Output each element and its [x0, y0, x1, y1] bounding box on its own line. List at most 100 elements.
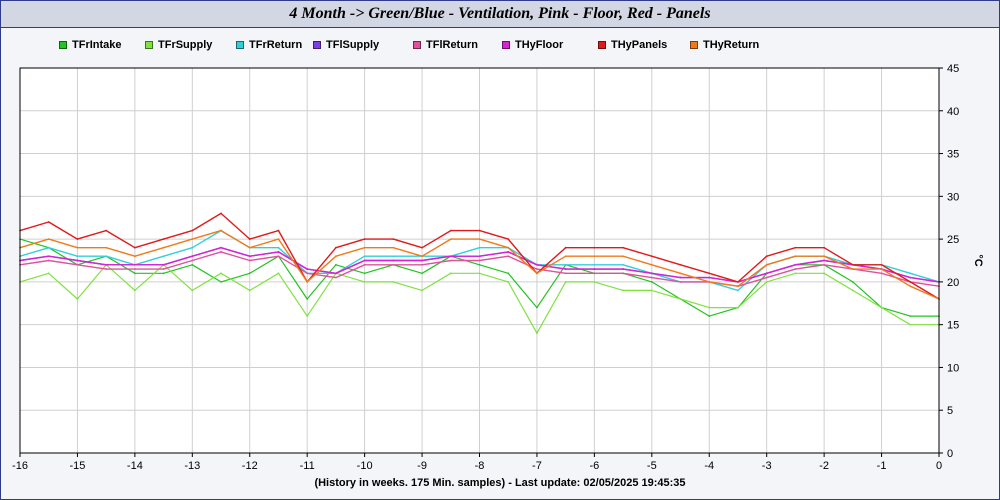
data-point-tfrreturn: [191, 246, 194, 249]
data-point-tfrreturn: [564, 263, 567, 266]
data-point-thyfloor: [105, 263, 108, 266]
legend-item-tflreturn: TFlReturn: [413, 35, 478, 55]
data-point-tfrintake: [133, 272, 136, 275]
data-point-thyfloor: [363, 259, 366, 262]
data-point-tfrintake: [536, 306, 538, 309]
data-point-tflreturn: [306, 272, 309, 275]
y-tick-label: 0: [947, 448, 953, 460]
data-point-thyreturn: [363, 246, 366, 249]
data-point-tfrreturn: [478, 246, 481, 249]
x-tick-label: -14: [127, 460, 143, 472]
y-tick-label: 25: [947, 234, 959, 246]
data-point-thyreturn: [248, 246, 251, 249]
data-point-thyfloor: [823, 259, 826, 262]
data-point-tfrintake: [650, 280, 653, 283]
legend: TFrIntake TFrSupply TFrReturn TFlSupply TFlR…: [1, 35, 999, 55]
data-point-thyreturn: [593, 255, 596, 258]
title-bar: 4 Month -> Green/Blue - Ventilation, Pin…: [1, 1, 999, 28]
data-point-thyreturn: [191, 238, 194, 241]
data-point-thyfloor: [162, 263, 165, 266]
data-point-tfrintake: [851, 280, 854, 283]
data-point-thypanels: [47, 221, 50, 223]
x-tick-label: -15: [69, 460, 85, 472]
legend-swatch: [598, 41, 606, 49]
data-point-tfrsupply: [909, 323, 912, 326]
data-point-tfrreturn: [392, 255, 395, 258]
data-point-tfrreturn: [47, 246, 50, 249]
data-point-thypanels: [909, 280, 912, 283]
legend-item-thyreturn: THyReturn: [690, 35, 759, 55]
data-point-tfrsupply: [392, 280, 395, 283]
data-point-thyreturn: [737, 285, 739, 288]
x-tick-label: 0: [936, 460, 942, 472]
data-point-thyreturn: [277, 238, 280, 241]
data-point-tfrintake: [248, 272, 251, 275]
data-point-thypanels: [622, 246, 624, 249]
data-point-thyfloor: [564, 268, 567, 270]
data-point-thyfloor: [708, 276, 711, 279]
data-point-thypanels: [220, 212, 222, 215]
data-point-thyreturn: [162, 246, 165, 249]
data-point-tflreturn: [536, 268, 538, 270]
x-tick-label: -7: [532, 460, 542, 472]
data-point-thypanels: [564, 246, 567, 249]
x-tick-label: -12: [242, 460, 258, 472]
data-point-tflreturn: [162, 268, 165, 270]
data-point-thypanels: [363, 238, 366, 241]
x-tick-label: -13: [184, 460, 200, 472]
data-point-tfrintake: [220, 280, 222, 283]
data-point-tfrreturn: [737, 289, 739, 292]
data-point-tfrreturn: [76, 255, 79, 258]
data-point-thypanels: [737, 280, 739, 283]
data-point-tfrintake: [191, 263, 194, 266]
data-point-thyreturn: [765, 263, 768, 266]
data-point-tflreturn: [47, 259, 50, 262]
legend-swatch: [145, 41, 153, 49]
data-point-tflreturn: [507, 255, 510, 258]
data-point-thyfloor: [421, 259, 423, 262]
data-point-tfrsupply: [248, 289, 251, 292]
data-point-thypanels: [105, 229, 108, 232]
data-point-tfrsupply: [765, 280, 768, 283]
data-point-tfrsupply: [794, 272, 797, 275]
x-tick-label: -11: [300, 460, 315, 472]
data-point-thyreturn: [76, 246, 79, 249]
data-point-tflreturn: [392, 263, 395, 266]
data-point-tflreturn: [823, 263, 826, 266]
data-point-tfrintake: [478, 263, 481, 266]
x-tick-label: -3: [762, 460, 772, 472]
data-point-tflreturn: [679, 280, 682, 283]
data-point-thypanels: [794, 246, 797, 249]
data-point-thypanels: [478, 229, 481, 232]
data-point-tfrintake: [363, 272, 366, 275]
data-point-tfrintake: [421, 272, 423, 275]
data-point-tfrsupply: [191, 289, 194, 292]
legend-item-tflsupply: TFlSupply: [313, 35, 379, 55]
data-point-thyreturn: [880, 268, 883, 270]
legend-label: THyFloor: [515, 39, 564, 51]
y-tick-label: 20: [947, 277, 959, 289]
data-point-thypanels: [76, 238, 79, 241]
data-point-thypanels: [449, 229, 452, 232]
data-point-thypanels: [880, 263, 883, 266]
data-point-tflreturn: [880, 272, 883, 275]
legend-item-tfrintake: TFrIntake: [59, 35, 122, 55]
data-point-tfrsupply: [76, 298, 79, 300]
data-point-thyfloor: [392, 259, 395, 262]
data-point-tfrreturn: [105, 255, 108, 258]
data-point-tflreturn: [564, 272, 567, 275]
data-point-tfrsupply: [478, 272, 481, 275]
x-tick-label: -6: [589, 460, 599, 472]
data-point-thypanels: [133, 246, 136, 249]
data-point-tfrreturn: [622, 263, 624, 266]
data-point-tflreturn: [277, 255, 280, 258]
x-tick-label: -8: [475, 460, 485, 472]
data-point-thypanels: [851, 263, 854, 266]
data-point-thypanels: [421, 246, 423, 249]
legend-label: TFrSupply: [158, 39, 213, 51]
data-point-thyreturn: [650, 263, 653, 266]
data-point-thypanels: [708, 272, 711, 275]
data-point-tfrsupply: [277, 272, 280, 275]
data-point-thyfloor: [679, 276, 682, 279]
data-point-tfrsupply: [220, 272, 222, 275]
